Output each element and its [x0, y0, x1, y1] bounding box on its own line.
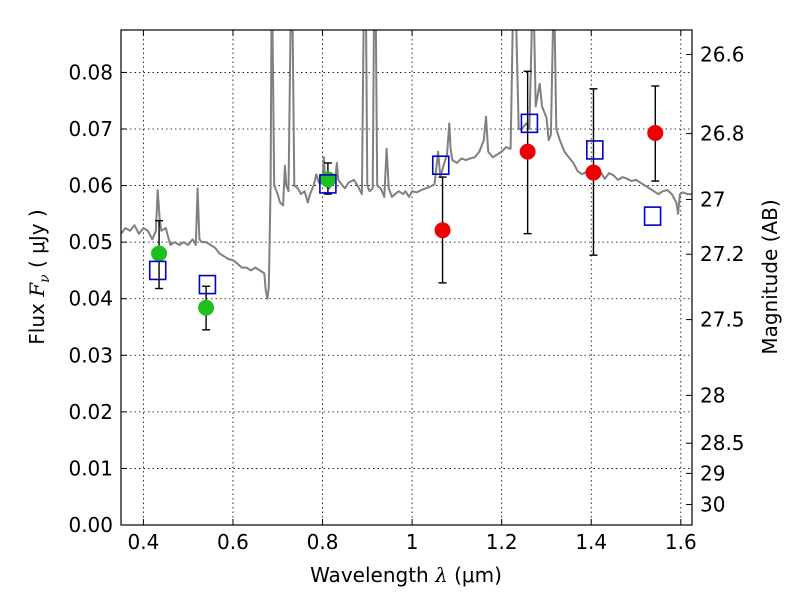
y2-tick-label: 30: [700, 492, 725, 516]
y-tick-label: 0.05: [68, 230, 113, 254]
y-axis-label-subscript: ν: [37, 274, 53, 283]
x-tick-label: 0.4: [127, 530, 159, 554]
x-axis-label: Wavelength λ (μm): [310, 563, 502, 587]
model-photometry-square: [643, 206, 662, 226]
model-photometry-square: [431, 155, 450, 176]
model-spectrum-line: [121, 30, 692, 300]
x-tick-label: 0.8: [307, 530, 339, 554]
red-data-point: [519, 143, 536, 160]
red-data-point: [585, 164, 602, 181]
y2-tick-label: 27.2: [700, 242, 745, 266]
y2-tick-label: 26.6: [700, 42, 745, 66]
x-axis-label-symbol: λ: [434, 563, 448, 587]
y-tick-label: 0.08: [68, 60, 113, 84]
y2-tick-label: 26.8: [700, 122, 745, 146]
y2-axis-label: Magnitude (AB): [758, 199, 782, 354]
model-photometry-square: [586, 140, 604, 160]
red-data-point: [434, 222, 451, 239]
y2-tick-label: 29: [700, 461, 725, 485]
green-data-point: [198, 299, 215, 316]
plot-frame: [120, 29, 693, 526]
model-photometry-square: [520, 113, 539, 134]
y2-tick-label: 28: [700, 383, 725, 407]
y2-tick-label: 27: [700, 187, 725, 211]
x-tick-label: 1.4: [575, 530, 607, 554]
x-tick-label: 1.6: [665, 530, 697, 554]
model-spectrum-layer: [121, 30, 692, 300]
x-axis-label-prefix: Wavelength: [310, 563, 435, 587]
y-tick-label: 0.03: [68, 343, 113, 367]
y-axis-label-symbol: F: [25, 282, 49, 298]
model-photometry-square: [198, 274, 217, 295]
x-tick-label: 1: [406, 530, 419, 554]
model-photometry-square: [319, 174, 337, 194]
markers-layer: [148, 70, 664, 331]
ticks-layer: 0.4 0.6 0.8 1 1.2 1.4 1.6 0.00 0.01 0.02 0.03 0.04 0…: [68, 30, 745, 554]
y-tick-label: 0.07: [68, 117, 113, 141]
model-photometry-square: [148, 260, 167, 281]
y-tick-label: 0.04: [68, 287, 113, 311]
y2-tick-label: 27.5: [700, 308, 745, 332]
y-tick-label: 0.06: [68, 174, 113, 198]
grid: [121, 30, 692, 526]
y-axis-label: Flux Fν ( μJy ): [25, 209, 53, 344]
y-tick-label: 0.01: [68, 456, 113, 480]
y-tick-label: 0.02: [68, 400, 113, 424]
y-axis-label-prefix: Flux: [25, 297, 49, 345]
green-data-point: [151, 245, 168, 262]
red-data-point: [647, 124, 664, 141]
y-tick-label: 0.00: [68, 513, 113, 537]
x-axis-label-suffix: (μm): [448, 563, 502, 587]
x-tick-label: 1.2: [486, 530, 518, 554]
y-axis-label-suffix: ( μJy ): [25, 209, 49, 274]
x-tick-label: 0.6: [217, 530, 249, 554]
y2-tick-label: 28.5: [700, 431, 745, 455]
